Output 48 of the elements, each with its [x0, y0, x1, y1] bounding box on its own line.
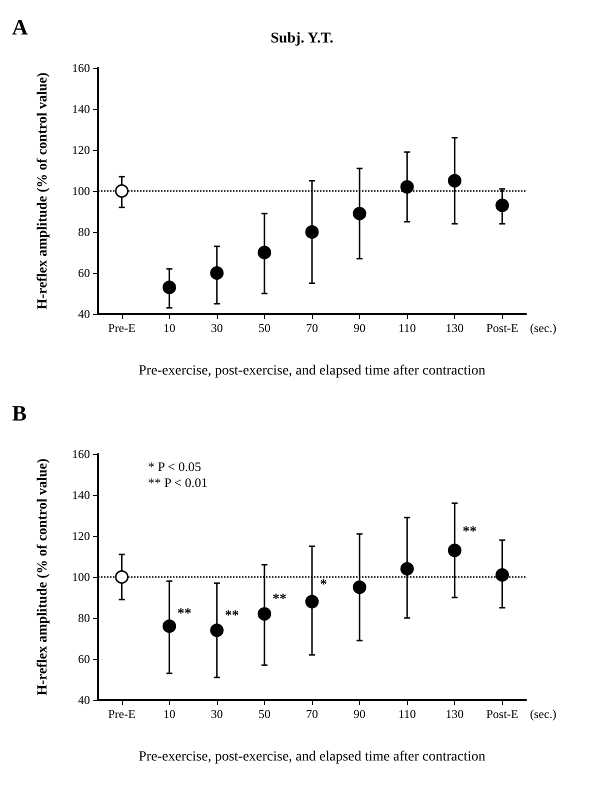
y-tick-label: 60	[78, 652, 90, 666]
y-tick-label: 60	[78, 266, 90, 280]
y-tick-label: 80	[78, 611, 90, 625]
y-tick-label: 140	[72, 488, 90, 502]
y-tick-label: 40	[78, 693, 90, 707]
x-tick-label: 110	[398, 321, 416, 335]
annotation: *	[320, 578, 327, 593]
annotation: **	[462, 524, 477, 540]
y-tick-label: 40	[78, 307, 90, 321]
x-tick-label: 90	[354, 321, 366, 335]
y-tick-label: 160	[72, 447, 90, 461]
text: (sec.)	[530, 707, 556, 721]
x-tick-label: Pre-E	[108, 321, 136, 335]
annotation: * P < 0.05	[148, 459, 202, 474]
annotation: **	[224, 608, 239, 624]
annotation: **	[272, 592, 286, 608]
x-tick-label: 30	[210, 321, 223, 335]
x-tick-label: 10	[163, 321, 176, 335]
x-tick-label: 70	[306, 321, 318, 335]
x-tick-label: 50	[258, 321, 270, 335]
x-tick-label: Post-E	[486, 321, 518, 335]
y-axis-title: H-reflex amplitude (% of control value)	[36, 458, 50, 696]
y-tick-label: 140	[72, 102, 90, 116]
x-tick-label: Pre-E	[108, 707, 136, 721]
x-tick-label: 110	[398, 707, 416, 721]
x-tick-label: 10	[163, 707, 176, 721]
text: B	[12, 400, 27, 426]
x-tick-label: 30	[210, 707, 223, 721]
x-tick-label: 50	[258, 707, 270, 721]
y-tick-label: 160	[72, 61, 90, 75]
y-tick-label: 120	[72, 143, 90, 157]
text: A	[12, 14, 28, 40]
x-tick-label: 130	[446, 321, 464, 335]
x-tick-label: 70	[306, 707, 318, 721]
y-tick-label: 80	[78, 225, 90, 239]
x-axis-title: Pre-exercise, post-exercise, and elapsed time after contraction	[138, 364, 486, 378]
y-tick-label: 120	[72, 529, 90, 543]
y-tick-label: 100	[72, 184, 90, 198]
y-tick-label: 100	[72, 570, 90, 584]
text: (sec.)	[530, 321, 556, 335]
annotation: ** P < 0.01	[148, 475, 208, 490]
annotation: **	[177, 606, 192, 622]
x-tick-label: 90	[354, 707, 366, 721]
x-axis-title: Pre-exercise, post-exercise, and elapsed time after contraction	[138, 750, 486, 764]
chart-title: Subj. Y.T.	[270, 30, 334, 46]
x-tick-label: 130	[446, 707, 464, 721]
y-axis-title: H-reflex amplitude (% of control value)	[36, 72, 50, 310]
x-tick-label: Post-E	[486, 707, 518, 721]
